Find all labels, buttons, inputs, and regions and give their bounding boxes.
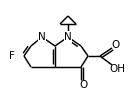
Text: O: O (80, 80, 88, 90)
Text: O: O (112, 40, 120, 50)
Text: N: N (64, 32, 72, 42)
Text: F: F (9, 51, 15, 61)
Text: OH: OH (109, 64, 125, 74)
Text: N: N (38, 32, 46, 42)
